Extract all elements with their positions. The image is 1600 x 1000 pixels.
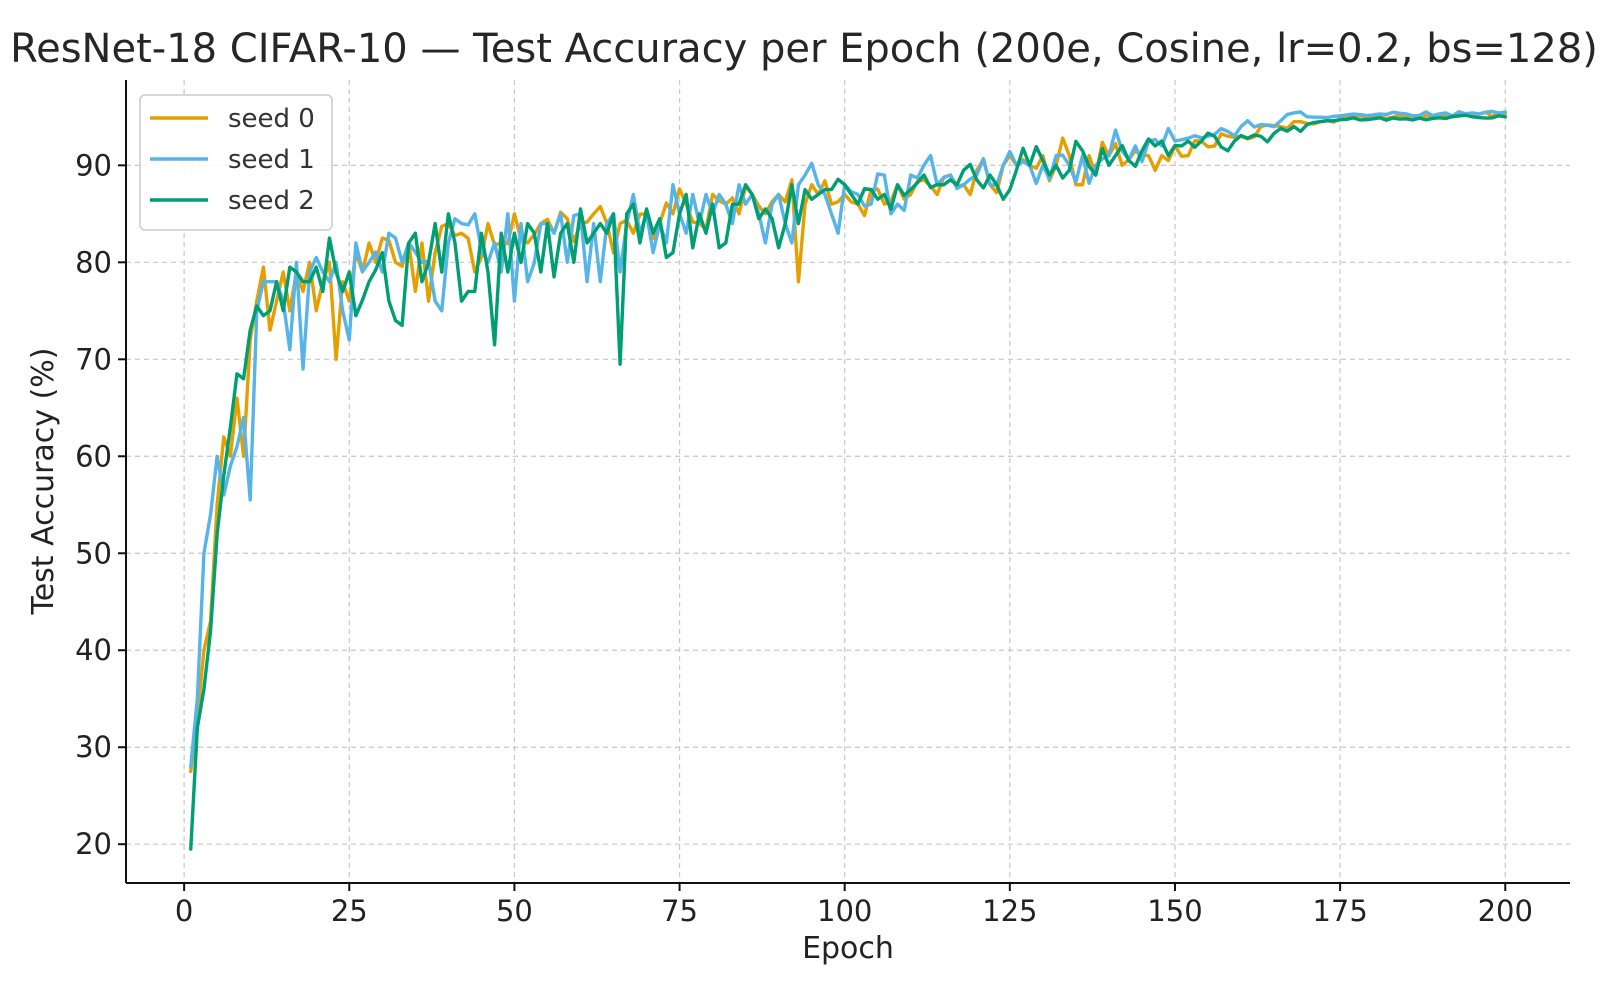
x-tick-label: 125	[982, 894, 1037, 928]
x-tick-label: 50	[496, 894, 533, 928]
series-line-seed-2	[189, 113, 1507, 851]
gridlines	[126, 80, 1570, 883]
y-axis-label: Test Accuracy (%)	[26, 347, 61, 615]
x-tick-label: 175	[1312, 894, 1367, 928]
x-tick-label: 200	[1478, 894, 1533, 928]
series-line-seed-0	[189, 110, 1507, 774]
x-tick-label: 100	[817, 894, 872, 928]
y-tick-label: 80	[75, 245, 112, 279]
x-tick-label: 0	[175, 894, 193, 928]
legend-frame	[139, 94, 333, 231]
y-tick-label: 50	[75, 536, 112, 570]
x-tick-label: 25	[331, 894, 368, 928]
y-tick-label: 60	[75, 439, 112, 473]
legend-entry-seed-2: seed 2	[228, 186, 315, 216]
legend-entry-seed-1: seed 1	[228, 145, 315, 175]
legend: seed 0 seed 1 seed 2	[139, 94, 333, 231]
chart-title: ResNet-18 CIFAR-10 — Test Accuracy per E…	[10, 26, 1598, 72]
y-tick-label: 30	[75, 730, 112, 764]
series-layer	[189, 109, 1507, 851]
y-tick-label: 40	[75, 633, 112, 667]
x-tick-label: 75	[661, 894, 698, 928]
x-axis-label: Epoch	[802, 931, 894, 966]
x-tick-label: 150	[1147, 894, 1202, 928]
y-tick-label: 90	[75, 148, 112, 182]
y-tick-label: 70	[75, 342, 112, 376]
x-ticks: 0 25 50 75 100 125 150 175 200	[175, 883, 1533, 928]
legend-entry-seed-0: seed 0	[228, 104, 315, 134]
axes	[125, 80, 1570, 884]
y-ticks: 20 30 40 50 60 70 80 90	[75, 148, 126, 861]
y-tick-label: 20	[75, 827, 112, 861]
